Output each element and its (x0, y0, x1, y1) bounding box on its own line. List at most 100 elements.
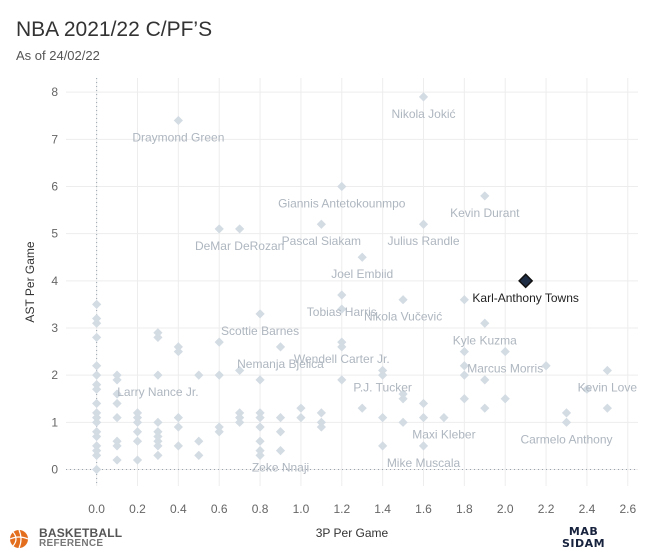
data-point (500, 394, 510, 404)
data-point (459, 370, 469, 380)
point-label: Kyle Kuzma (453, 333, 517, 347)
data-point (561, 417, 572, 427)
point-label: Maxi Kleber (412, 428, 475, 442)
data-point (602, 403, 612, 413)
data-point (92, 431, 102, 442)
data-point (418, 92, 429, 102)
point-label: Scottie Barnes (221, 324, 299, 338)
data-point (112, 455, 122, 465)
data-point (194, 450, 204, 460)
data-point (92, 417, 102, 427)
data-point (132, 436, 143, 446)
data-point (194, 436, 204, 446)
data-point (92, 398, 102, 409)
x-tick-label: 2.2 (538, 502, 555, 516)
data-point (173, 342, 183, 352)
x-axis-title: 3P Per Game (316, 526, 389, 540)
data-point (194, 370, 204, 380)
point-label: Nikola Jokić (391, 107, 455, 121)
data-point (378, 370, 388, 380)
point-label: Nikola Vučević (364, 310, 442, 324)
data-point (235, 408, 245, 418)
point-label: Giannis Antetokounmpo (278, 196, 406, 210)
data-point (92, 464, 102, 475)
data-point (378, 365, 388, 376)
data-point (275, 342, 286, 352)
point-label: Kevin Durant (450, 206, 520, 220)
x-tick-label: 0.4 (170, 502, 187, 516)
data-point (255, 408, 265, 418)
data-point (337, 375, 347, 385)
data-point (92, 413, 102, 423)
highlight-label: Karl-Anthony Towns (472, 291, 579, 305)
y-tick-label: 2 (51, 368, 58, 382)
data-point (92, 332, 102, 343)
data-point (235, 413, 245, 423)
data-point (92, 361, 102, 371)
data-point (255, 375, 265, 385)
mab-logo-line2: SIDAM (562, 536, 606, 550)
data-point (173, 413, 183, 423)
point-label: Carmelo Anthony (520, 432, 612, 446)
data-point (480, 375, 490, 385)
data-point (173, 346, 183, 357)
data-point (357, 252, 367, 262)
chart-subtitle: As of 24/02/22 (16, 48, 100, 63)
point-label: Draymond Green (132, 130, 224, 144)
data-point (398, 394, 408, 404)
data-point (296, 413, 306, 423)
data-point (255, 413, 265, 423)
x-tick-label: 1.2 (333, 502, 350, 516)
data-point (459, 361, 469, 371)
data-point (132, 427, 143, 437)
point-label: Marcus Morris (467, 362, 543, 376)
data-point (480, 318, 490, 328)
data-point (112, 413, 122, 423)
data-point (92, 299, 102, 310)
data-point (173, 441, 183, 451)
data-point (275, 427, 286, 437)
data-point (173, 422, 183, 432)
point-label: Tobias Harris (307, 305, 377, 319)
data-point (92, 427, 102, 437)
y-tick-label: 4 (51, 274, 58, 288)
data-point (112, 398, 122, 409)
data-point (173, 115, 183, 126)
data-point (459, 295, 469, 305)
data-point (112, 375, 122, 385)
data-point (112, 370, 122, 380)
y-axis-title: AST Per Game (23, 241, 37, 322)
x-tick-label: 1.0 (293, 502, 310, 516)
chart-title: NBA 2021/22 C/PF’S (16, 18, 213, 41)
data-point (255, 450, 265, 460)
mab-logo-line1: MAB (568, 525, 599, 538)
data-point (602, 365, 612, 376)
data-point (398, 295, 408, 305)
y-tick-label: 0 (51, 462, 58, 476)
point-label: DeMar DeRozan (195, 239, 284, 253)
data-point (337, 337, 347, 347)
data-point (398, 417, 408, 427)
x-tick-label: 2.0 (497, 502, 514, 516)
basketball-icon (9, 529, 29, 549)
x-tick-label: 2.4 (579, 502, 596, 516)
mab-sidam-logo: MAB SIDAM (562, 526, 605, 549)
point-label: Kevin Love (578, 380, 638, 394)
data-point (132, 413, 143, 423)
data-point (378, 413, 388, 423)
data-point (418, 398, 429, 409)
data-point (112, 441, 122, 451)
point-label: Joel Embiid (331, 267, 393, 281)
point-label: Pascal Siakam (282, 234, 361, 248)
data-point (316, 408, 326, 418)
data-point (480, 403, 490, 413)
x-tick-label: 0.8 (252, 502, 269, 516)
x-tick-label: 2.6 (619, 502, 636, 516)
data-point (153, 441, 163, 451)
data-point (214, 422, 224, 432)
data-point (214, 370, 224, 380)
data-point (541, 361, 551, 371)
point-label: Wendell Carter Jr. (294, 352, 390, 366)
data-point (153, 417, 163, 427)
